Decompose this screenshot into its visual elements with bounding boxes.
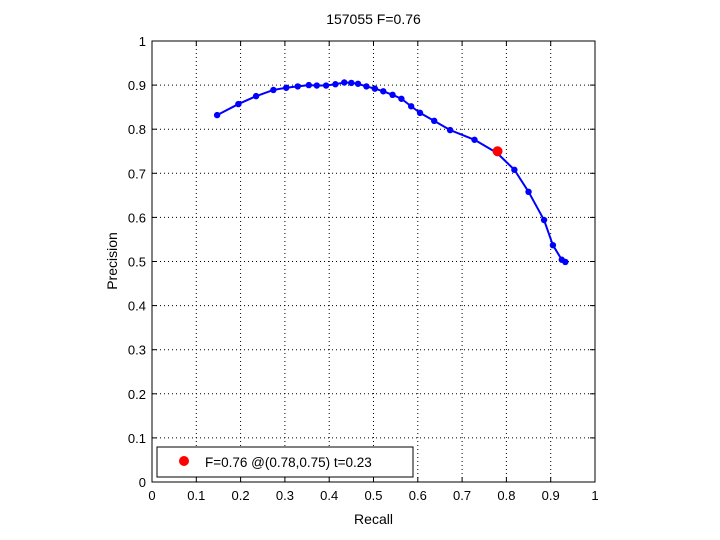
pr-curve-point (471, 136, 478, 143)
x-tick-labels: 0 0.1 0.2 0.3 0.4 0.5 0.6 0.7 0.8 0.9 1 (148, 488, 598, 503)
legend-box (156, 446, 414, 478)
axes-frame (151, 40, 596, 483)
pr-curve-point (332, 81, 339, 88)
pr-curve-point (270, 86, 277, 94)
x-tick-label: 0 (148, 488, 155, 503)
x-tick-label: 0.3 (276, 488, 294, 503)
x-tick-label: 0.8 (497, 488, 515, 503)
pr-curve-point (549, 241, 557, 249)
y-tick-label: 0.8 (128, 122, 146, 137)
pr-curve-point (389, 91, 396, 99)
pr-curve-point (252, 92, 260, 100)
y-tick-label: 0.6 (128, 210, 146, 225)
pr-curve-point (446, 126, 454, 134)
pr-curve-point (313, 82, 320, 89)
x-tick-label: 0.2 (232, 488, 250, 503)
ticks (151, 40, 596, 483)
y-tick-label: 0 (139, 475, 146, 490)
y-tick-labels: 0 0.1 0.2 0.3 0.4 0.5 0.6 0.7 0.8 0.9 1 (128, 34, 146, 490)
x-tick-label: 0.4 (320, 488, 338, 503)
chart-title: 157055 F=0.76 (326, 11, 421, 27)
pr-curve-point (305, 81, 313, 89)
pr-curve-point (283, 84, 290, 91)
x-tick-label: 0.7 (453, 488, 471, 503)
pr-curve-point (235, 100, 242, 108)
x-tick-label: 1 (591, 488, 598, 503)
grid (152, 41, 595, 482)
legend: F=0.76 @(0.78,0.75) t=0.23 (156, 446, 414, 478)
best-f-point (492, 146, 503, 157)
x-tick-label: 0.9 (542, 488, 560, 503)
x-tick-label: 0.5 (364, 488, 382, 503)
pr-curve-point (341, 79, 348, 86)
pr-curve-point (363, 83, 370, 90)
series-layer (213, 79, 569, 266)
pr-curve-point (354, 80, 362, 87)
pr-curve-point (416, 109, 424, 117)
pr-curve-point (322, 82, 330, 89)
x-tick-label: 0.6 (409, 488, 427, 503)
y-tick-label: 0.1 (128, 431, 146, 446)
legend-label: F=0.76 @(0.78,0.75) t=0.23 (205, 455, 372, 470)
pr-curve-point (213, 111, 221, 119)
pr-curve-point (294, 83, 301, 90)
y-tick-label: 0.4 (128, 299, 146, 314)
x-tick-label: 0.1 (187, 488, 205, 503)
y-tick-label: 0.7 (128, 166, 146, 181)
pr-curve-point (398, 95, 405, 102)
y-tick-label: 0.3 (128, 343, 146, 358)
pr-curve-point (430, 117, 438, 125)
pr-curve-point (407, 103, 415, 110)
pr-curve-point (540, 216, 548, 224)
pr-curve-point (348, 79, 355, 87)
y-tick-label: 0.2 (128, 387, 146, 402)
highlight-layer (492, 146, 503, 157)
pr-curve-point (371, 85, 379, 92)
pr-curve-point (562, 258, 569, 266)
legend-marker (179, 456, 189, 466)
x-axis-title: Recall (354, 511, 393, 527)
pr-curve-point (525, 188, 532, 196)
y-tick-label: 0.9 (128, 78, 146, 93)
pr-curve-point (380, 88, 387, 95)
y-axis-title: Precision (104, 232, 120, 290)
y-tick-label: 0.5 (128, 255, 146, 270)
pr-curve-point (511, 166, 518, 173)
y-tick-label: 1 (139, 34, 146, 49)
